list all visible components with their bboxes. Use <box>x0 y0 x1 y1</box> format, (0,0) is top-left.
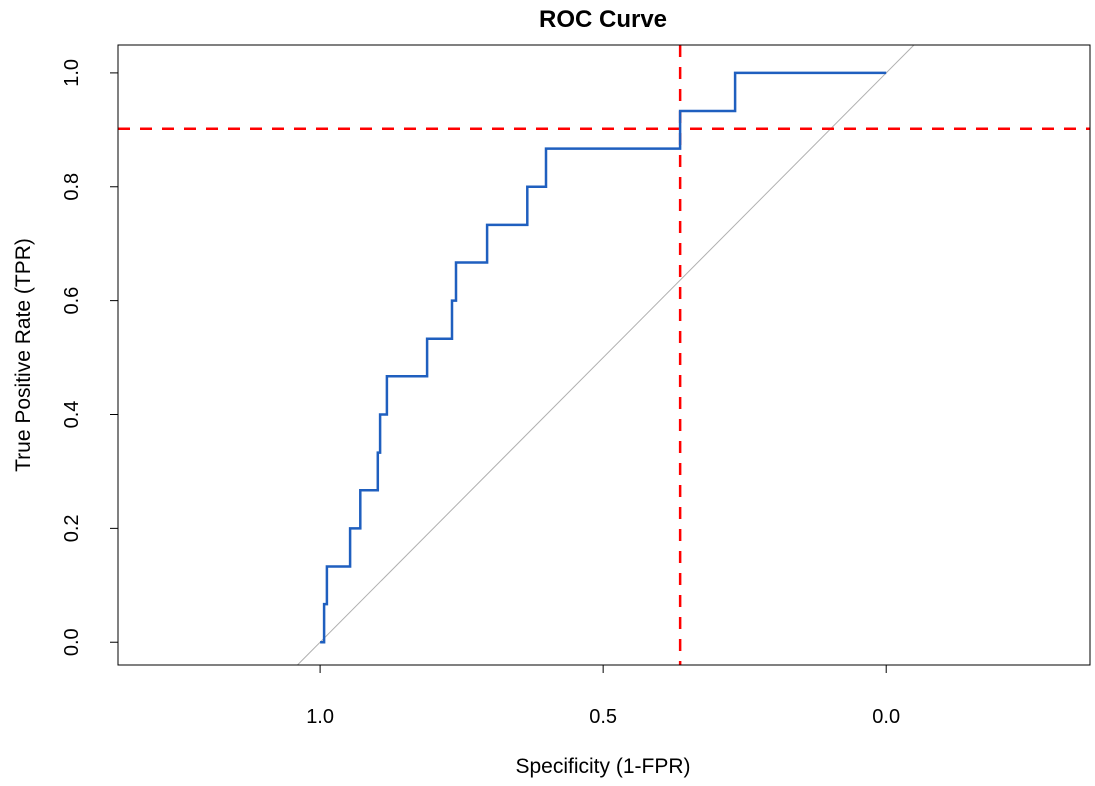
x-tick-label: 0.0 <box>872 706 900 728</box>
roc-curve-line <box>320 71 887 644</box>
x-axis-label: Specificity (1-FPR) <box>515 755 690 778</box>
y-tick-label: 0.4 <box>61 401 83 429</box>
y-tick-label: 0.0 <box>61 628 83 656</box>
plot-frame <box>117 44 1091 666</box>
y-tick-label: 0.2 <box>61 514 83 542</box>
y-tick-label: 1.0 <box>61 59 83 87</box>
y-tick-label: 0.8 <box>61 173 83 201</box>
y-tick-label: 0.6 <box>61 287 83 315</box>
x-tick-label: 0.5 <box>589 706 617 728</box>
plot-area <box>118 44 1090 666</box>
x-tick-label: 1.0 <box>306 706 334 728</box>
chart-title: ROC Curve <box>539 6 667 33</box>
y-axis-label: True Positive Rate (TPR) <box>12 238 35 472</box>
reference-diagonal-line <box>297 44 915 666</box>
